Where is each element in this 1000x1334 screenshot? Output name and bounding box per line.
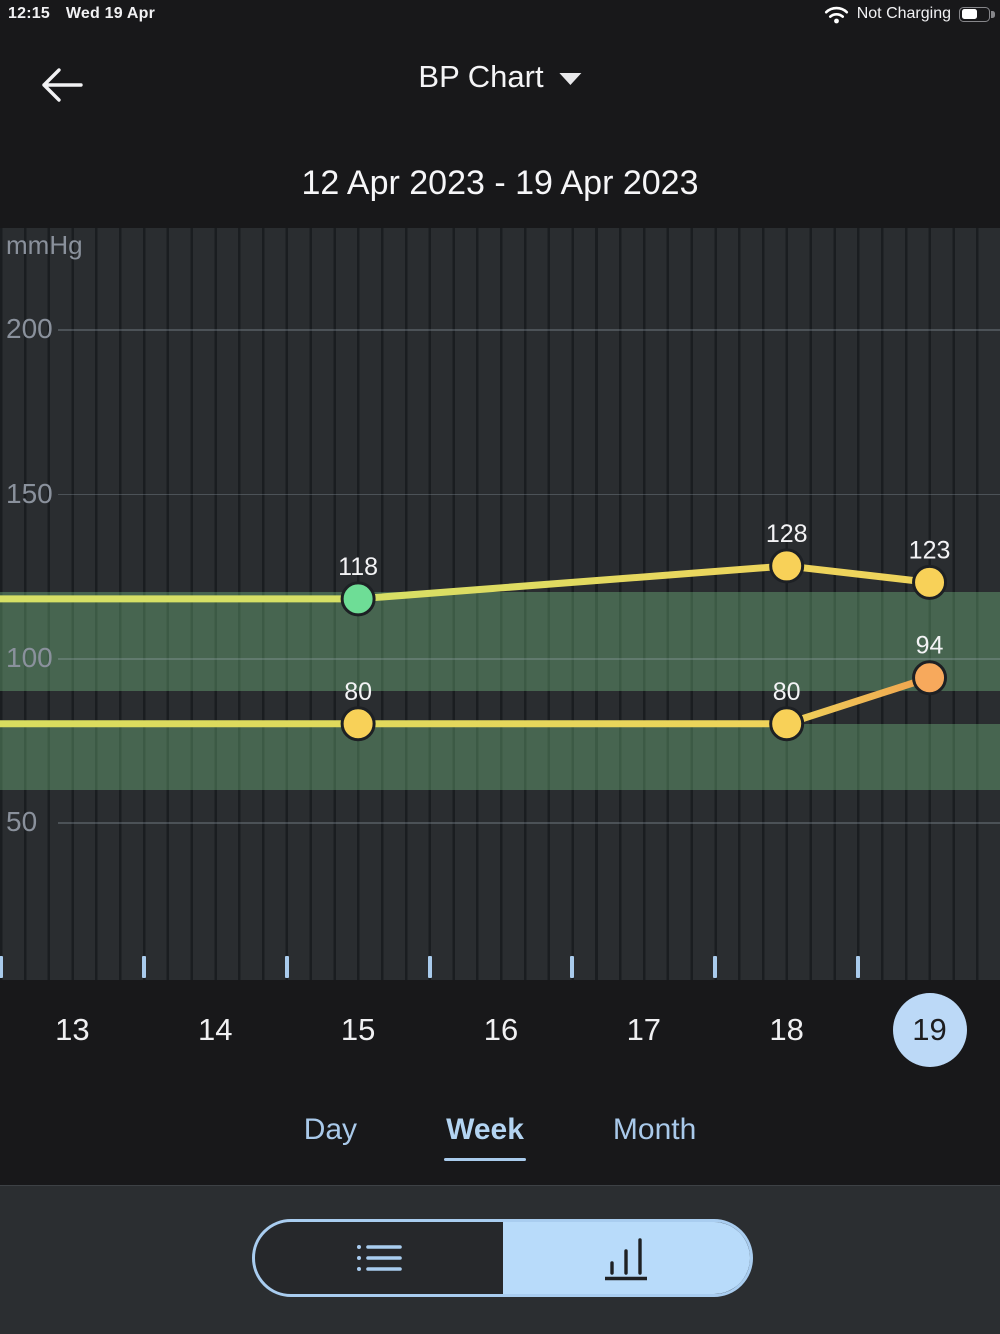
y-gridline-150 <box>58 493 1000 496</box>
x-axis-tick <box>427 956 432 978</box>
day-label-16[interactable]: 16 <box>483 1012 519 1047</box>
systolic-line-segment <box>783 562 934 586</box>
x-axis-tick <box>570 956 575 978</box>
date-range-label: 12 Apr 2023 - 19 Apr 2023 <box>301 164 699 202</box>
diastolic-line-segment <box>783 674 934 728</box>
nav-header: BP Chart <box>0 48 1000 118</box>
day-label-17[interactable]: 17 <box>626 1012 662 1047</box>
list-icon <box>356 1245 402 1271</box>
bar-chart-icon <box>605 1238 648 1281</box>
x-axis-tick <box>713 956 718 978</box>
wifi-icon <box>824 6 848 23</box>
diastolic-point-day-19[interactable] <box>912 660 948 696</box>
y-axis-unit-label: mmHg <box>6 230 83 260</box>
period-tabs: Day Week Month <box>0 1098 1000 1162</box>
view-toggle <box>252 1219 753 1297</box>
day-label-13[interactable]: 13 <box>55 1012 90 1047</box>
systolic-value-label: 118 <box>338 553 378 581</box>
x-axis-tick <box>0 956 3 978</box>
bottom-toolbar <box>0 1185 1000 1334</box>
tab-month[interactable]: Month <box>612 1113 697 1146</box>
systolic-value-label: 123 <box>909 536 951 564</box>
status-left: 12:15 Wed 19 Apr <box>8 5 155 23</box>
chart-view-button[interactable] <box>502 1222 750 1294</box>
systolic-point-day-18[interactable] <box>769 548 805 584</box>
status-bar: 12:15 Wed 19 Apr Not Charging <box>0 0 1000 28</box>
status-date: Wed 19 Apr <box>65 5 156 22</box>
x-axis-tick <box>141 956 146 978</box>
y-tick-label-200: 200 <box>6 313 53 345</box>
chevron-down-icon <box>559 73 582 85</box>
y-tick-label-50: 50 <box>6 806 38 838</box>
day-label-19-selected[interactable]: 19 <box>892 993 967 1067</box>
x-axis-day-labels: 13 14 15 16 17 18 19 <box>0 993 1000 1068</box>
list-view-button[interactable] <box>255 1222 503 1294</box>
bp-chart-plot: mmHg 200 150 100 50 118 128 123 80 80 94 <box>0 228 1000 980</box>
battery-fill <box>961 9 977 19</box>
back-arrow-icon <box>42 68 83 102</box>
y-tick-label-150: 150 <box>6 477 53 509</box>
y-gridline-200 <box>58 329 1000 331</box>
y-gridline-100 <box>58 658 1000 660</box>
systolic-point-day-15[interactable] <box>340 581 376 617</box>
tab-week[interactable]: Week <box>444 1113 526 1161</box>
x-axis-tick <box>284 956 289 978</box>
status-time: 12:15 <box>8 5 50 22</box>
battery-status-label: Not Charging <box>856 5 951 22</box>
y-tick-label-100: 100 <box>6 642 53 673</box>
diastolic-value-label: 80 <box>344 678 372 706</box>
x-axis-tick <box>856 956 861 978</box>
tab-day[interactable]: Day <box>303 1113 358 1146</box>
day-label-15[interactable]: 15 <box>340 1012 376 1047</box>
systolic-value-label: 128 <box>766 520 808 548</box>
bp-series-svg: 118 128 123 80 80 94 <box>0 520 951 742</box>
day-label-14[interactable]: 14 <box>198 1012 233 1047</box>
page-title: BP Chart <box>418 59 544 94</box>
day-label-18[interactable]: 18 <box>769 1012 804 1047</box>
diastolic-value-label: 80 <box>773 678 801 706</box>
diastolic-value-label: 94 <box>916 632 944 660</box>
systolic-point-day-19[interactable] <box>912 564 948 600</box>
status-right: Not Charging <box>824 5 995 24</box>
diastolic-point-day-18[interactable] <box>769 706 805 742</box>
normal-range-band-diastolic-normal <box>0 723 1000 790</box>
diastolic-point-day-15[interactable] <box>340 706 376 742</box>
battery-icon <box>959 6 995 22</box>
chart-type-dropdown[interactable]: BP Chart <box>412 58 587 96</box>
y-gridline-50 <box>58 822 1000 824</box>
systolic-line-segment <box>354 562 791 603</box>
normal-range-band-systolic-normal <box>0 592 1000 691</box>
back-button[interactable] <box>36 62 88 111</box>
